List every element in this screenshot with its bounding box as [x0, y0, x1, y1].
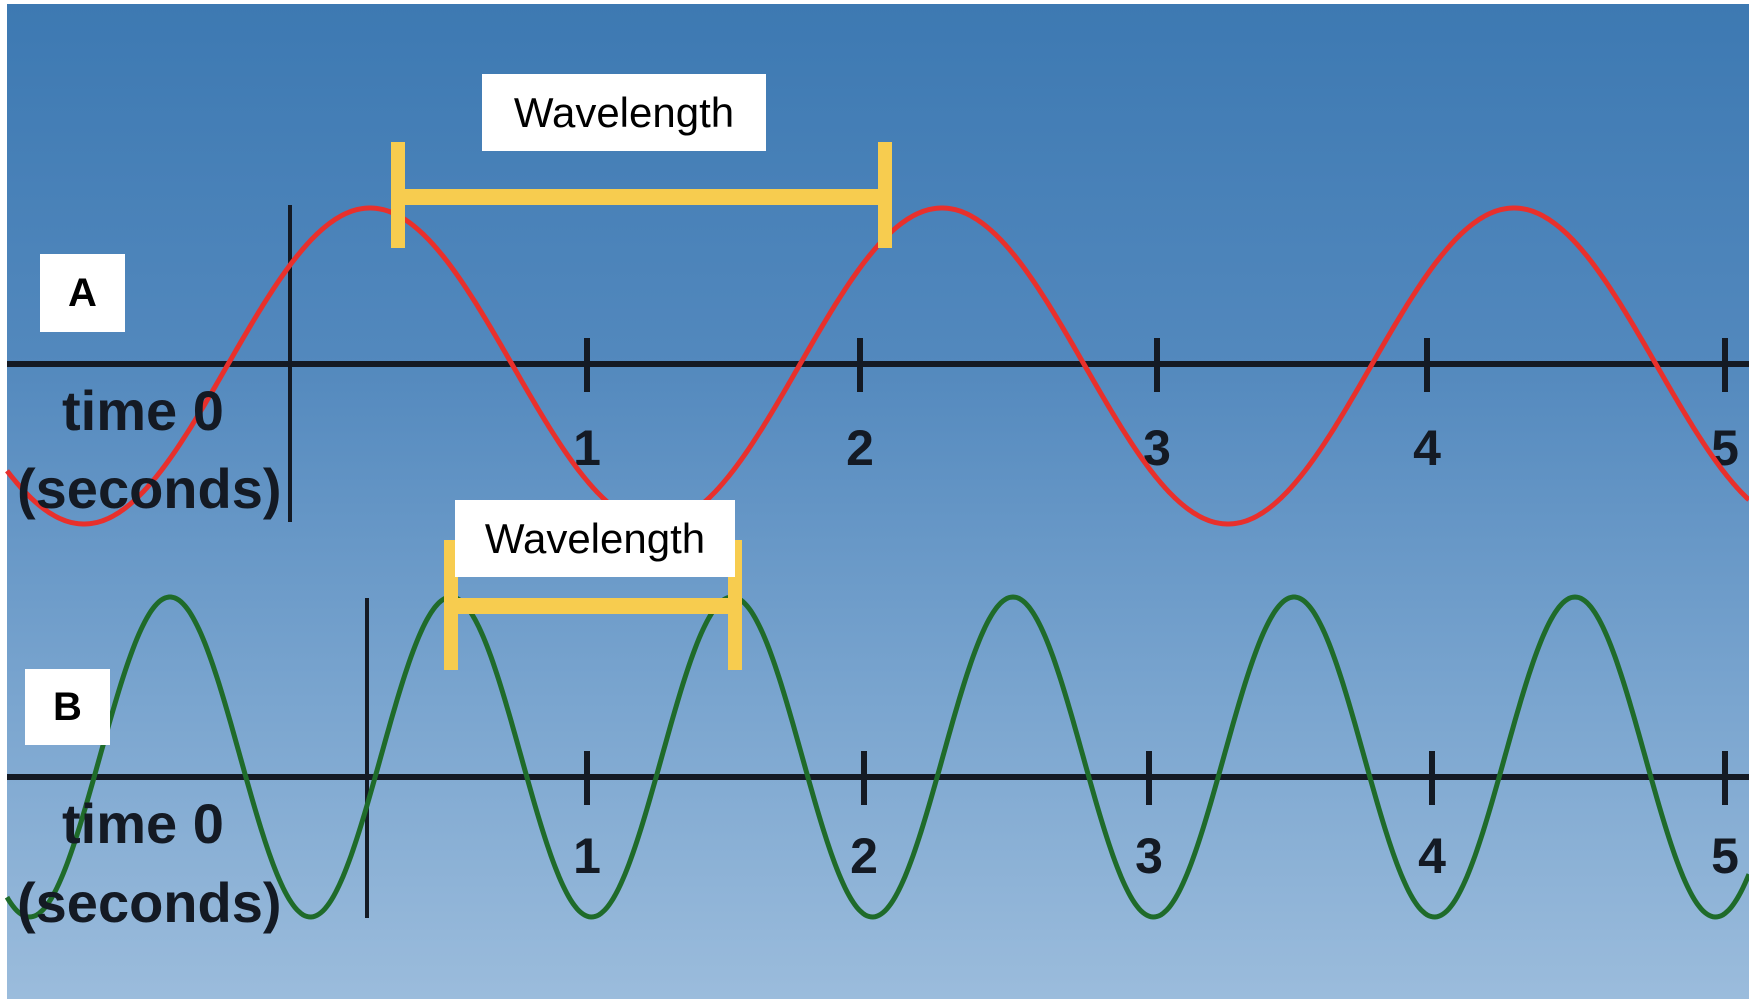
tick-label: 3 [1135, 828, 1163, 884]
panel-b-axis-label-time: time 0 [62, 792, 224, 855]
panel-b-wavelength-bracket [444, 540, 742, 670]
panel-b-axis-label-seconds: (seconds) [17, 871, 282, 934]
tick-label: 4 [1418, 828, 1446, 884]
tick-label: 4 [1413, 420, 1441, 476]
tick-label: 5 [1711, 420, 1739, 476]
panel-a-axis-label-time: time 0 [62, 379, 224, 442]
panel-a-wavelength-bracket [391, 142, 892, 248]
panel-b-ticks: 1 2 3 4 5 [573, 751, 1739, 884]
panel-b-label: B [25, 669, 110, 745]
panel-b-wave [4, 594, 1749, 920]
panel-a-wavelength-label: Wavelength [482, 74, 766, 151]
tick-label: 2 [850, 828, 878, 884]
panel-a-label: A [40, 254, 125, 332]
panel-a-axis-label-seconds: (seconds) [17, 457, 282, 520]
tick-label: 1 [573, 828, 601, 884]
panel-b-wavelength-label: Wavelength [455, 500, 735, 577]
tick-label: 5 [1711, 828, 1739, 884]
tick-label: 2 [846, 420, 874, 476]
panel-b: 1 2 3 4 5 time 0 (seconds) [4, 540, 1749, 934]
